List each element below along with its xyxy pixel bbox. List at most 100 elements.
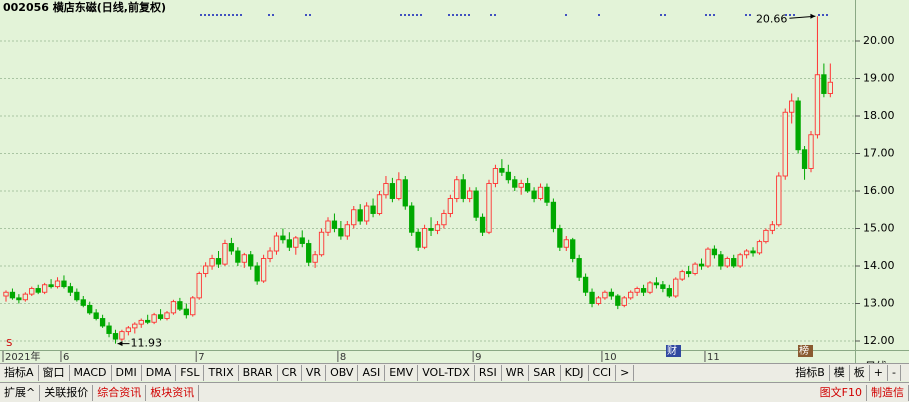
candle-body	[750, 250, 756, 254]
candle-body	[273, 235, 280, 252]
toolbar-button[interactable]: DMA	[142, 364, 177, 381]
candle-body	[402, 179, 408, 207]
candle-body	[595, 297, 602, 304]
candle-body	[518, 183, 524, 188]
candle-body	[434, 224, 441, 231]
toolbar-button[interactable]: 板	[850, 364, 870, 381]
chart-title: 002056 横店东磁(日线,前复权)	[3, 0, 166, 14]
toolbar-button[interactable]: MACD	[70, 364, 112, 381]
event-dot	[232, 14, 234, 16]
toolbar-button[interactable]: EMV	[385, 364, 419, 381]
toolbar-button[interactable]: DMI	[112, 364, 142, 381]
toolbar-button[interactable]: 板块资讯	[146, 384, 200, 401]
candle-body	[763, 229, 769, 243]
candle-body	[228, 243, 235, 252]
candle-body	[795, 100, 801, 151]
candle-body	[827, 81, 833, 94]
candle-body	[164, 312, 170, 319]
candle-body	[16, 297, 22, 301]
candle-body	[325, 220, 331, 233]
event-dot	[208, 14, 210, 16]
y-tick-label: 13.00	[863, 297, 895, 310]
candle-body	[756, 241, 763, 254]
toolbar-button[interactable]: 指标B	[791, 364, 830, 381]
event-dot	[416, 14, 418, 16]
toolbar-button[interactable]: 模	[830, 364, 850, 381]
toolbar-button[interactable]: 关联报价	[40, 384, 94, 401]
event-dot	[200, 14, 202, 16]
candle-body	[460, 179, 466, 199]
event-dot	[309, 14, 311, 16]
toolbar-button[interactable]: VR	[302, 364, 327, 381]
chart: 002056 横店东磁(日线,前复权) S 财 榜 日线 12.00 13.00 1…	[0, 0, 909, 363]
event-dot	[705, 14, 707, 16]
candle-body	[3, 291, 9, 297]
event-dot	[268, 14, 270, 16]
toolbar-button[interactable]: CCI	[589, 364, 617, 381]
candle-body	[808, 134, 814, 169]
candle-body	[235, 250, 241, 263]
icon-box	[798, 345, 813, 357]
toolbar-button[interactable]: 图文F10	[816, 384, 867, 401]
max-label: 20.66	[756, 12, 788, 25]
event-dot	[448, 14, 450, 16]
candle-body	[647, 282, 653, 293]
candle-body	[351, 209, 357, 226]
candle-body	[531, 190, 537, 199]
event-dot	[789, 14, 791, 16]
toolbar-button[interactable]: BRAR	[239, 364, 278, 381]
event-icon: S	[6, 338, 12, 349]
toolbar-button[interactable]: VOL-TDX	[418, 364, 475, 381]
toolbar-button[interactable]: OBV	[326, 364, 359, 381]
toolbar-button[interactable]: TRIX	[204, 364, 239, 381]
candle-body	[190, 297, 196, 316]
candle-body	[421, 228, 428, 248]
candle-body	[486, 183, 492, 233]
toolbar-button[interactable]: CR	[278, 364, 302, 381]
toolbar-button[interactable]: 制造信	[867, 384, 909, 401]
candle-body	[125, 327, 132, 333]
toolbar-button[interactable]: KDJ	[561, 364, 589, 381]
event-dot	[468, 14, 470, 16]
candle-body	[80, 299, 86, 306]
toolbar-button[interactable]: FSL	[176, 364, 205, 381]
candle-body	[524, 183, 531, 192]
candle-body	[61, 280, 67, 288]
toolbar-button[interactable]: RSI	[475, 364, 502, 381]
candle-body	[331, 220, 338, 229]
y-tick-label: 20.00	[863, 34, 895, 47]
candle-body	[776, 175, 782, 226]
toolbar-button[interactable]: ASI	[358, 364, 386, 381]
toolbar-button[interactable]: 指标A	[0, 364, 39, 381]
toolbar-button[interactable]: -	[888, 364, 901, 381]
x-tick-label: 9	[475, 352, 481, 363]
candle-body	[705, 248, 711, 267]
candle-body	[737, 254, 743, 267]
candle-body	[22, 293, 28, 301]
toolbar-button[interactable]: +	[870, 364, 889, 381]
y-tick-label: 17.00	[863, 147, 895, 160]
event-dot	[420, 14, 422, 16]
candle-body	[544, 186, 550, 203]
toolbar-button[interactable]: >	[616, 364, 635, 381]
toolbar-button[interactable]: WR	[502, 364, 530, 381]
event-dot	[822, 14, 824, 16]
candle-body	[389, 183, 396, 199]
event-dot	[412, 14, 414, 16]
x-tick-label: 11	[707, 352, 720, 363]
event-dot	[749, 14, 751, 16]
event-dot	[598, 14, 600, 16]
candle-body	[260, 258, 267, 282]
candle-body	[170, 301, 177, 314]
toolbar-button[interactable]: 扩展^	[0, 384, 41, 401]
candle-body	[202, 265, 209, 274]
toolbar-button[interactable]: 综合资讯	[93, 384, 147, 401]
toolbar-button[interactable]: 窗口	[39, 364, 70, 381]
event-dot	[272, 14, 274, 16]
toolbar-button[interactable]: SAR	[529, 364, 561, 381]
candle-body	[505, 171, 511, 181]
candle-body	[743, 250, 750, 256]
y-tick-label: 15.00	[863, 222, 895, 235]
candle-body	[9, 291, 16, 299]
